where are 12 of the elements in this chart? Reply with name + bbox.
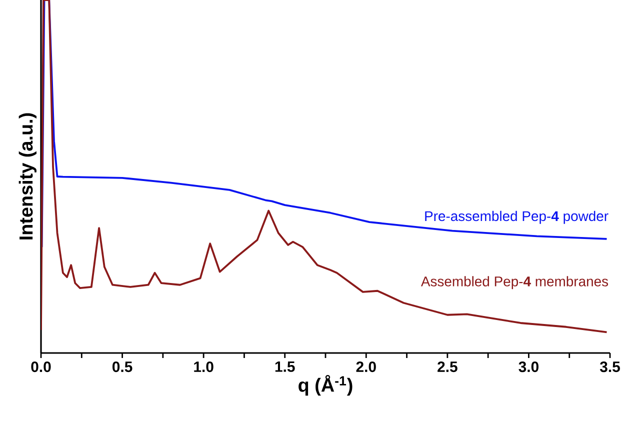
x-tick-label: 0.5 bbox=[112, 362, 132, 372]
x-tick-label: 3.5 bbox=[600, 362, 620, 372]
x-tick-label: 2.0 bbox=[356, 362, 376, 372]
series-label: Assembled Pep-4 membranes bbox=[420, 276, 608, 290]
x-tick-label: 0.0 bbox=[31, 362, 51, 372]
y-axis-title: Intensity (a.u.) bbox=[18, 113, 36, 240]
x-tick-label: 3.0 bbox=[518, 362, 538, 372]
x-tick-label: 2.5 bbox=[438, 362, 458, 372]
x-tick-label: 1.0 bbox=[194, 362, 214, 372]
series-label: Pre-assembled Pep-4 powder bbox=[425, 210, 608, 224]
x-tick-label: 1.5 bbox=[275, 362, 295, 372]
x-axis-title: q (Å$^{-1}$) bbox=[298, 374, 352, 396]
